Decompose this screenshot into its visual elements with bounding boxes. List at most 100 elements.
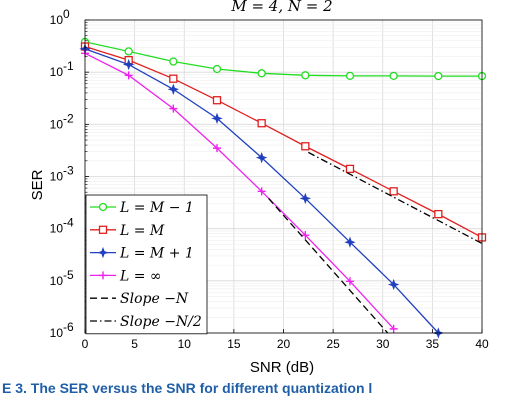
circle-marker-shape <box>169 57 178 66</box>
y-tick-label: 10 <box>50 170 64 184</box>
legend: L = M − 1 L = M L = M + 1 L = ∞ Slope −N Slop… <box>85 194 208 335</box>
x-tick-label: 5 <box>131 337 138 351</box>
legend-label: L = ∞ <box>119 268 162 284</box>
plus-marker-shape <box>389 324 398 333</box>
circle-marker-shape <box>301 71 310 80</box>
y-tick-exponent: -6 <box>63 320 74 334</box>
circle-marker-shape <box>345 71 355 80</box>
data-point <box>124 47 133 56</box>
data-point <box>389 187 398 196</box>
data-point <box>257 69 266 78</box>
legend-marker <box>97 246 109 259</box>
x-tick-label: 35 <box>426 337 440 351</box>
square-marker-shape <box>98 225 108 234</box>
y-tick-label: 10 <box>50 326 64 340</box>
square-marker-shape <box>434 209 443 219</box>
data-point <box>389 324 398 333</box>
y-tick-label: 10 <box>50 117 64 131</box>
x-tick-label: 25 <box>326 337 340 351</box>
ser-vs-snr-chart: M = 4, N = 2 0 5 10 15 20 25 30 35 40 10 010 -110-… <box>29 0 489 376</box>
legend-label: Slope −N/2 <box>120 314 202 330</box>
plus-marker-shape <box>257 187 266 196</box>
star-marker-shape <box>167 83 180 95</box>
circle-marker-shape <box>434 71 443 81</box>
y-tick-exponent: -2 <box>63 111 74 125</box>
series-line <box>268 197 389 334</box>
data-point <box>169 104 178 113</box>
star-marker-shape <box>344 236 356 248</box>
x-tick-label: 40 <box>475 337 489 351</box>
series-line <box>84 52 395 330</box>
legend-marker <box>98 202 108 212</box>
data-point <box>387 278 400 291</box>
legend-label: L = M <box>119 223 165 239</box>
data-point <box>255 151 268 164</box>
data-point <box>301 71 310 80</box>
data-point <box>122 58 135 71</box>
circle-marker-shape <box>257 69 266 78</box>
star-marker-shape <box>299 192 312 205</box>
data-point <box>345 164 355 174</box>
data-point <box>212 64 222 74</box>
plus-marker-shape <box>169 104 178 113</box>
plus-marker-shape <box>99 271 107 280</box>
circle-marker-shape <box>124 47 133 56</box>
legend-marker <box>98 225 108 234</box>
square-marker-shape <box>257 119 266 128</box>
data-point <box>167 83 180 95</box>
series-line <box>308 151 483 245</box>
data-point <box>169 57 178 66</box>
y-tick-label: 10 <box>50 222 64 236</box>
plus-marker-shape <box>345 277 354 286</box>
figure-caption: E 3. The SER versus the SNR for differen… <box>2 380 373 396</box>
square-marker-shape <box>345 164 355 174</box>
data-point <box>257 187 266 196</box>
y-tick-label: 10 <box>50 274 64 288</box>
data-point <box>301 142 310 151</box>
x-axis-label: SNR (dB) <box>250 359 314 376</box>
circle-marker-shape <box>212 64 222 74</box>
y-tick-exponent: 0 <box>63 7 70 21</box>
y-tick-label: 10 <box>50 65 64 79</box>
plus-marker-shape <box>124 71 133 80</box>
data-point <box>301 231 310 240</box>
star-marker-shape <box>211 112 223 125</box>
star-marker-shape <box>255 151 268 164</box>
x-tick-label: 30 <box>376 337 390 351</box>
data-point <box>345 71 355 80</box>
square-marker-shape <box>389 187 398 196</box>
data-point <box>434 71 443 81</box>
chart-title: M = 4, N = 2 <box>230 0 332 15</box>
y-tick-exponent: -5 <box>63 268 74 282</box>
star-marker-shape <box>122 58 135 71</box>
square-marker-shape <box>212 96 222 105</box>
data-point <box>212 96 222 105</box>
x-tick-label: 0 <box>82 337 89 351</box>
legend-marker <box>99 271 107 280</box>
circle-marker-shape <box>98 202 108 212</box>
y-tick-exponent: -1 <box>63 59 74 73</box>
data-point <box>345 277 354 286</box>
star-marker-shape <box>387 278 400 291</box>
series-layer <box>79 37 487 339</box>
star-marker-shape <box>97 246 109 259</box>
series-line <box>84 45 483 238</box>
square-marker-shape <box>301 142 310 151</box>
y-tick-exponent: -3 <box>63 164 74 178</box>
data-point <box>213 144 222 153</box>
data-point <box>257 119 266 128</box>
y-axis-label: SER <box>29 169 46 200</box>
legend-box <box>85 194 208 335</box>
data-point <box>389 71 398 80</box>
data-point <box>124 71 133 80</box>
data-point <box>211 112 223 125</box>
data-point <box>299 192 312 205</box>
legend-label: Slope −N <box>120 291 189 307</box>
series-line <box>84 41 482 77</box>
square-marker-shape <box>169 74 178 83</box>
x-tick-label: 20 <box>277 337 291 351</box>
y-tick-exponent: -4 <box>63 216 74 230</box>
data-point <box>344 236 356 248</box>
x-tick-label: 15 <box>227 337 241 351</box>
